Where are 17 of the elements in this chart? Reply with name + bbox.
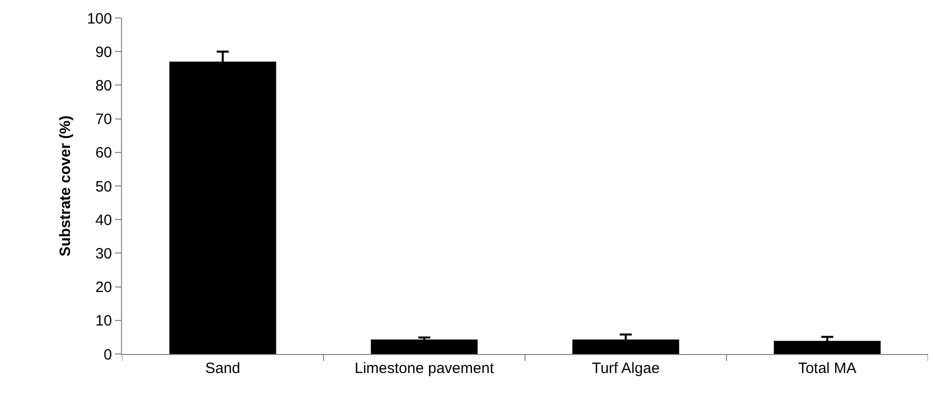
y-tick-label: 100: [86, 10, 112, 28]
y-tick-label: 80: [95, 77, 112, 94]
x-tick-label: Sand: [205, 360, 240, 377]
y-tick-label: 70: [95, 111, 112, 128]
y-axis-title: Substrate cover (%): [57, 116, 74, 256]
y-tick-label: 50: [95, 178, 112, 196]
bar: [370, 340, 478, 354]
x-tick-label: Total MA: [798, 360, 856, 377]
y-tick-label: 30: [95, 245, 112, 262]
y-tick-label: 60: [95, 144, 112, 162]
x-tick-label: Limestone pavement: [354, 360, 495, 377]
y-tick-label: 40: [95, 212, 112, 229]
x-tick-label: Turf Algae: [592, 360, 660, 377]
y-tick-label: 20: [95, 279, 112, 296]
y-tick-label: 10: [95, 312, 112, 330]
y-tick-label: 90: [95, 44, 112, 61]
y-tick-label: 0: [104, 346, 112, 364]
